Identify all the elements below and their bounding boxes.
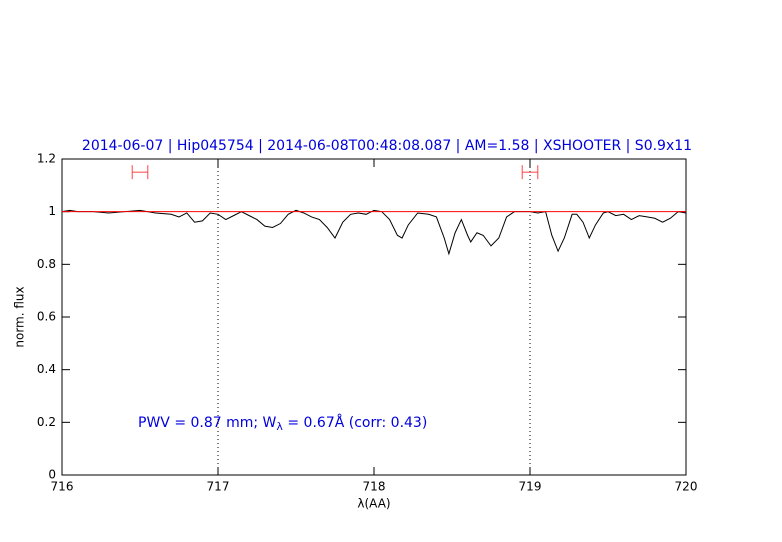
- y-tick-label: 0: [48, 468, 56, 482]
- y-tick-label: 1: [48, 204, 56, 218]
- y-axis-label: norm. flux: [13, 286, 27, 347]
- x-tick-label: 720: [675, 480, 698, 494]
- annotation-subscript: λ: [276, 420, 283, 433]
- x-tick-label: 717: [207, 480, 230, 494]
- annotation-text: = 0.67Å (corr: 0.43): [283, 414, 427, 431]
- chart-title: 2014-06-07 | Hip045754 | 2014-06-08T00:4…: [82, 138, 692, 154]
- y-tick-label: 0.2: [37, 415, 56, 429]
- x-tick-label: 719: [519, 480, 542, 494]
- x-tick-label: 718: [363, 480, 386, 494]
- spectrum-line: [61, 209, 687, 256]
- annotation: PWV = 0.87 mm; Wλ = 0.67Å (corr: 0.43): [138, 414, 427, 433]
- y-tick-label: 0.8: [37, 257, 56, 271]
- annotation-text: PWV = 0.87 mm; W: [138, 415, 277, 431]
- y-tick-label: 1.2: [37, 152, 56, 166]
- y-tick-label: 0.6: [37, 310, 56, 324]
- x-tick-label: 716: [51, 480, 74, 494]
- x-axis-label: λ(AA): [357, 497, 390, 511]
- y-tick-label: 0.4: [37, 362, 56, 376]
